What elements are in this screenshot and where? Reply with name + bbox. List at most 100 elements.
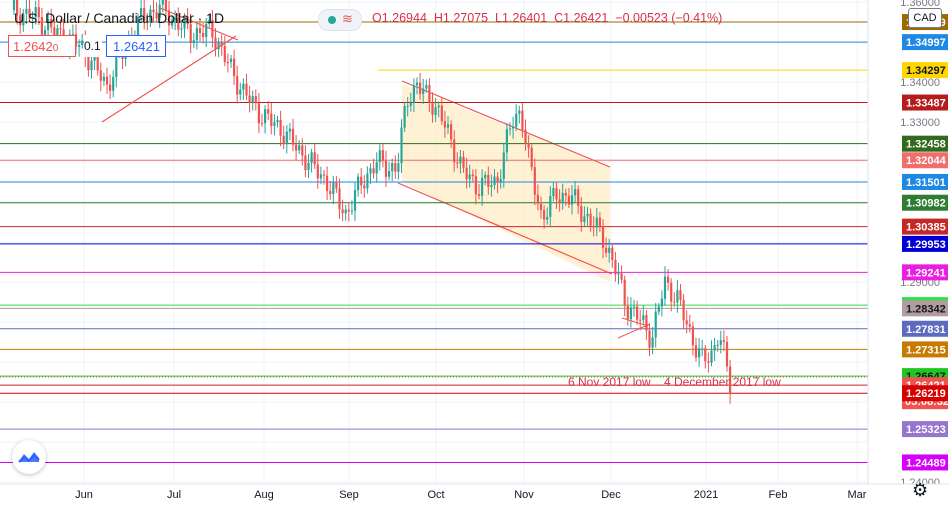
candle-body <box>629 307 632 320</box>
candle-body <box>112 77 115 91</box>
candle-body <box>536 194 539 204</box>
buy-price-button[interactable]: 1.26421 <box>106 35 166 57</box>
candle-body <box>422 88 425 94</box>
candle-body <box>484 174 487 179</box>
candle-body <box>481 178 484 196</box>
candle-body <box>50 19 53 28</box>
candle-body <box>598 217 601 226</box>
level-badge-4 <box>902 135 948 152</box>
sell-price-small: 0 <box>52 43 59 54</box>
tradingview-logo[interactable] <box>12 440 46 474</box>
level-badge-6 <box>902 173 948 190</box>
candle-body <box>701 348 704 350</box>
candle-body <box>654 311 657 338</box>
candle-body <box>431 102 434 115</box>
candle-body <box>527 143 530 148</box>
sell-price: 1.2642 <box>13 39 53 54</box>
candle-body <box>651 337 654 348</box>
level-label-13: 1.27831 <box>906 324 946 336</box>
level-badge-19 <box>902 454 948 471</box>
candle-body <box>338 188 341 210</box>
candle-body <box>456 162 459 164</box>
candle-body <box>316 164 319 179</box>
level-label-10: 1.29241 <box>906 267 946 279</box>
level-badge-1 <box>902 34 948 51</box>
price-axis[interactable]: 1.360001.340001.330001.290001.240001.354… <box>867 0 949 489</box>
candle-body <box>161 0 164 5</box>
time-tick-8: Feb <box>769 489 788 501</box>
settings-gear-icon[interactable]: ⚙ <box>912 480 929 500</box>
candle-body <box>214 37 217 50</box>
candle-body <box>341 209 344 214</box>
candle-body <box>344 209 347 214</box>
candle-body <box>564 192 567 196</box>
candle-body <box>208 20 211 24</box>
candle-body <box>202 32 205 37</box>
candle-body <box>474 176 477 195</box>
time-tick-1: Jul <box>167 489 181 501</box>
candle-body <box>183 16 186 29</box>
candle-body <box>670 282 673 302</box>
candle-body <box>363 185 366 189</box>
candle-body <box>298 145 301 151</box>
candle-body <box>16 0 19 16</box>
candle-body <box>332 182 335 194</box>
candle-body <box>660 298 663 307</box>
time-tick-4: Oct <box>427 489 444 501</box>
candle-body <box>403 106 406 128</box>
candle-body <box>570 195 574 205</box>
candle-body <box>102 76 105 81</box>
candle-body <box>496 176 499 183</box>
candle-body <box>394 162 397 172</box>
candle-body <box>251 96 254 103</box>
candle-body <box>310 152 313 163</box>
candle-body <box>465 167 468 180</box>
candle-body <box>189 24 192 44</box>
level-label-4: 1.32458 <box>906 139 946 151</box>
candle-body <box>691 326 694 346</box>
candle-body <box>155 12 158 19</box>
candle-body <box>34 7 37 18</box>
candle-body <box>719 340 722 345</box>
candle-body <box>192 40 195 44</box>
candle-body <box>437 105 440 108</box>
candle-body <box>25 8 28 14</box>
candle-body <box>446 124 450 128</box>
time-tick-6: Dec <box>601 489 621 501</box>
candle-body <box>326 175 329 192</box>
candle-body <box>397 163 400 172</box>
market-open-icon <box>328 16 336 24</box>
candle-body <box>360 176 363 186</box>
candle-body <box>605 247 608 253</box>
candle-body <box>558 199 561 204</box>
candle-body <box>515 113 518 127</box>
currency-label[interactable]: CAD <box>908 8 942 28</box>
candle-body <box>239 89 242 95</box>
level-badge-5 <box>902 152 948 169</box>
candle-body <box>729 366 732 394</box>
candle-body <box>409 103 412 106</box>
candle-body <box>450 124 453 140</box>
candle-body <box>37 7 40 18</box>
candle-body <box>140 8 143 17</box>
time-axis[interactable]: Jun Jul Aug Sep Oct Nov Dec 2021 Feb Mar <box>0 483 949 506</box>
candle-body <box>477 194 481 196</box>
candle-body <box>347 209 350 212</box>
candle-body <box>574 189 577 196</box>
candle-body <box>713 345 716 351</box>
candle-body <box>357 176 360 191</box>
sell-price-button[interactable]: 1.26420 <box>8 35 76 57</box>
candle-body <box>499 178 502 183</box>
candle-body <box>508 128 512 130</box>
candle-body <box>626 305 629 320</box>
market-status-toggle[interactable]: ≋ <box>318 9 362 31</box>
level-badge-10 <box>902 264 948 281</box>
candle-body <box>415 82 419 86</box>
candle-body <box>115 54 118 78</box>
level-badge-9 <box>902 235 948 252</box>
candle-body <box>304 155 307 171</box>
candle-body <box>257 103 260 124</box>
candle-body <box>87 56 90 71</box>
level-badge-13 <box>902 320 948 337</box>
